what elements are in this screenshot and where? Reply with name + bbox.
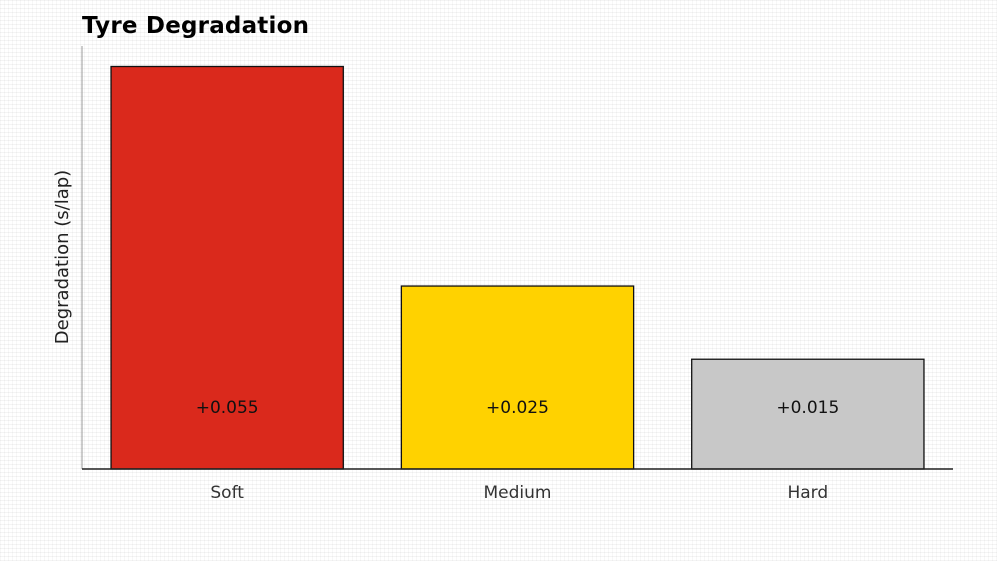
x-tick-label-hard: Hard (787, 483, 828, 503)
bar-soft (110, 65, 344, 470)
x-tick-label-medium: Medium (484, 483, 552, 503)
value-label-medium: +0.025 (486, 398, 549, 418)
bar-medium (400, 285, 635, 470)
bars-layer (110, 65, 925, 470)
value-labels-layer: +0.055 +0.025 +0.015 (196, 398, 840, 418)
value-label-soft: +0.055 (196, 398, 259, 418)
x-tick-label-soft: Soft (210, 483, 244, 503)
chart-title: Tyre Degradation (82, 13, 310, 39)
y-axis-label: Degradation (s/lap) (52, 170, 73, 344)
value-label-hard: +0.015 (776, 398, 839, 418)
x-tick-labels-layer: Soft Medium Hard (210, 483, 828, 503)
bar-hard (691, 358, 925, 470)
